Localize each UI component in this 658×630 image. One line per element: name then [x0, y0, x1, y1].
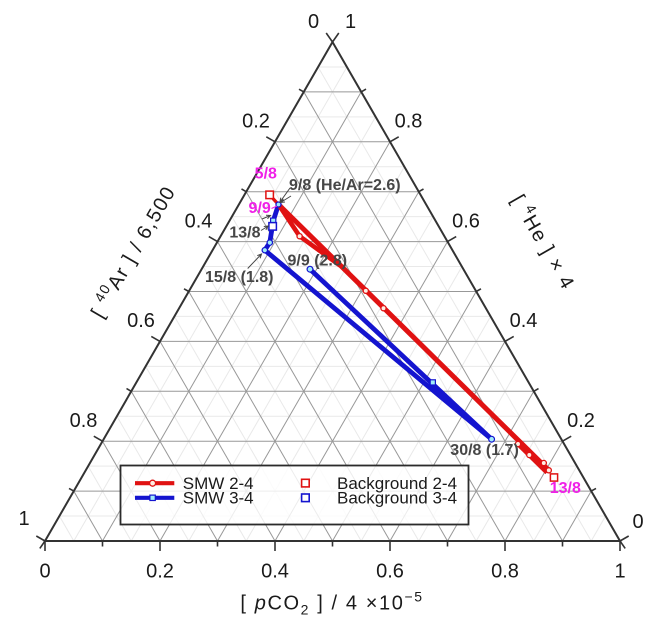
svg-text:SMW 2-4: SMW 2-4	[183, 474, 254, 493]
svg-text:0.2: 0.2	[146, 561, 174, 583]
svg-text:0.2: 0.2	[567, 410, 595, 432]
svg-text:1: 1	[614, 561, 625, 583]
svg-text:0.4: 0.4	[261, 561, 289, 583]
svg-text:30/8 (1.7): 30/8 (1.7)	[450, 442, 518, 459]
svg-text:0: 0	[308, 11, 319, 33]
svg-text:Background 2-4: Background 2-4	[337, 474, 457, 493]
svg-text:SMW 3-4: SMW 3-4	[183, 489, 254, 508]
svg-text:0.4: 0.4	[185, 210, 213, 232]
svg-text:0.8: 0.8	[491, 561, 519, 583]
svg-text:0.8: 0.8	[395, 111, 423, 133]
svg-text:1: 1	[345, 11, 356, 33]
svg-text:1: 1	[18, 508, 29, 530]
svg-text:0.8: 0.8	[70, 410, 98, 432]
svg-text:0.6: 0.6	[452, 210, 480, 232]
svg-text:5/8: 5/8	[255, 166, 277, 183]
svg-text:9/9 (2.8): 9/9 (2.8)	[288, 253, 348, 270]
svg-text:Background 3-4: Background 3-4	[337, 489, 457, 508]
svg-text:0: 0	[632, 511, 643, 533]
svg-text:9/9: 9/9	[249, 200, 271, 217]
svg-text:15/8 (1.8): 15/8 (1.8)	[205, 269, 273, 286]
svg-text:13/8: 13/8	[229, 225, 260, 242]
svg-text:0: 0	[39, 561, 50, 583]
svg-text:13/8: 13/8	[550, 480, 581, 497]
svg-text:0.6: 0.6	[127, 310, 155, 332]
svg-text:[ pCO2 ] / 4 ×10−5: [ pCO2 ] / 4 ×10−5	[240, 589, 423, 618]
svg-text:0.6: 0.6	[376, 561, 404, 583]
svg-text:0.2: 0.2	[242, 111, 270, 133]
svg-text:9/8 (He/Ar=2.6): 9/8 (He/Ar=2.6)	[289, 177, 401, 194]
svg-text:0.4: 0.4	[510, 310, 538, 332]
